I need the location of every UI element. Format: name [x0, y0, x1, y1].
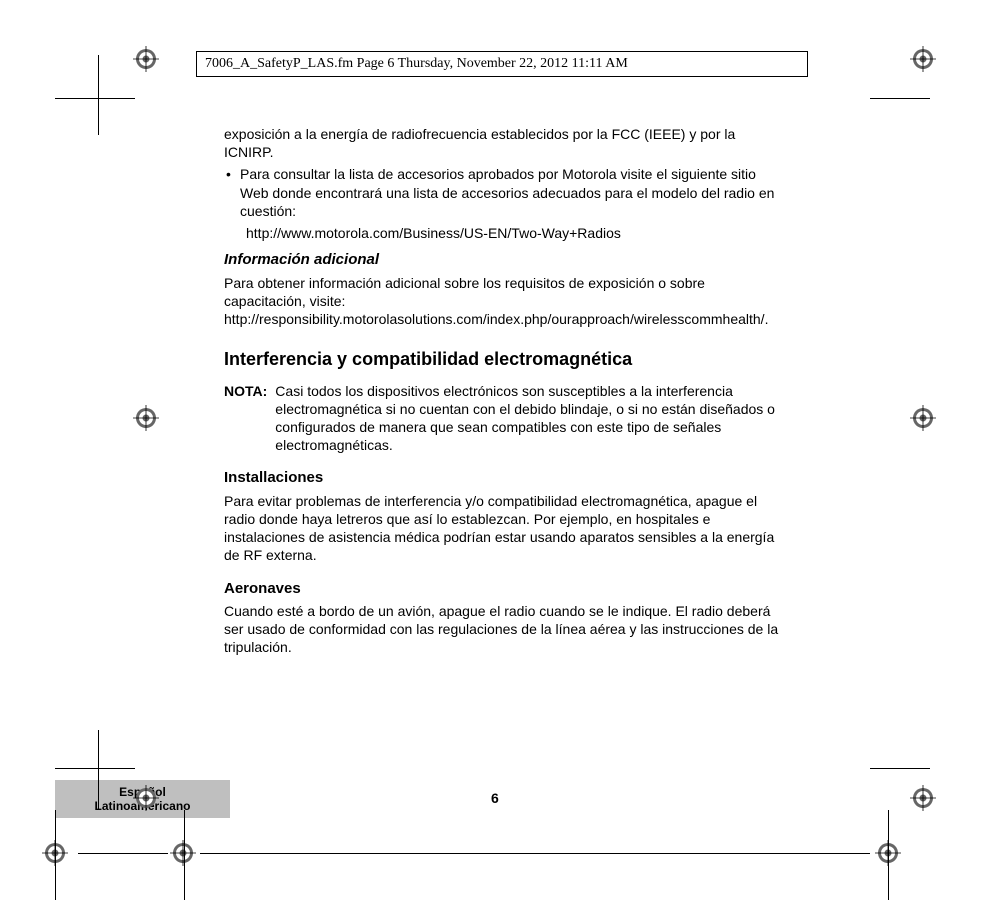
crop-line: [78, 853, 168, 854]
registration-mark-icon: [170, 840, 196, 866]
document-content: exposición a la energía de radiofrecuenc…: [224, 125, 784, 661]
nota-text: Casi todos los dispositivos electrónicos…: [275, 382, 784, 455]
registration-mark-icon: [133, 405, 159, 431]
crop-line: [870, 768, 930, 769]
crop-line: [55, 810, 56, 900]
crop-line: [200, 853, 870, 854]
crop-line: [55, 768, 135, 769]
registration-mark-icon: [910, 785, 936, 811]
paragraph-additional: Para obtener información adicional sobre…: [224, 274, 784, 329]
crop-line: [98, 55, 99, 135]
registration-mark-icon: [910, 46, 936, 72]
heading-installations: Installaciones: [224, 468, 784, 488]
crop-line: [184, 810, 185, 900]
header-filename-box: 7006_A_SafetyP_LAS.fm Page 6 Thursday, N…: [196, 51, 808, 77]
crop-line: [870, 98, 930, 99]
paragraph-aircraft: Cuando esté a bordo de un avión, apague …: [224, 602, 784, 657]
bullet-accessories: Para consultar la lista de accesorios ap…: [224, 165, 784, 220]
nota-label: NOTA:: [224, 382, 275, 455]
heading-additional-info: Información adicional: [224, 250, 784, 270]
paragraph-intro: exposición a la energía de radiofrecuenc…: [224, 125, 784, 161]
url-accessories: http://www.motorola.com/Business/US-EN/T…: [224, 224, 784, 242]
header-filename-text: 7006_A_SafetyP_LAS.fm Page 6 Thursday, N…: [205, 56, 628, 71]
crop-line: [888, 810, 889, 900]
heading-aircraft: Aeronaves: [224, 579, 784, 599]
crop-line: [98, 730, 99, 810]
paragraph-installations: Para evitar problemas de interferencia y…: [224, 492, 784, 565]
registration-mark-icon: [133, 785, 159, 811]
registration-mark-icon: [133, 46, 159, 72]
registration-mark-icon: [910, 405, 936, 431]
page-number: 6: [491, 790, 499, 806]
bullet-accessories-text: Para consultar la lista de accesorios ap…: [240, 166, 774, 218]
crop-line: [55, 98, 135, 99]
heading-interference: Interferencia y compatibilidad electroma…: [224, 348, 784, 371]
nota-block: NOTA: Casi todos los dispositivos electr…: [224, 382, 784, 455]
